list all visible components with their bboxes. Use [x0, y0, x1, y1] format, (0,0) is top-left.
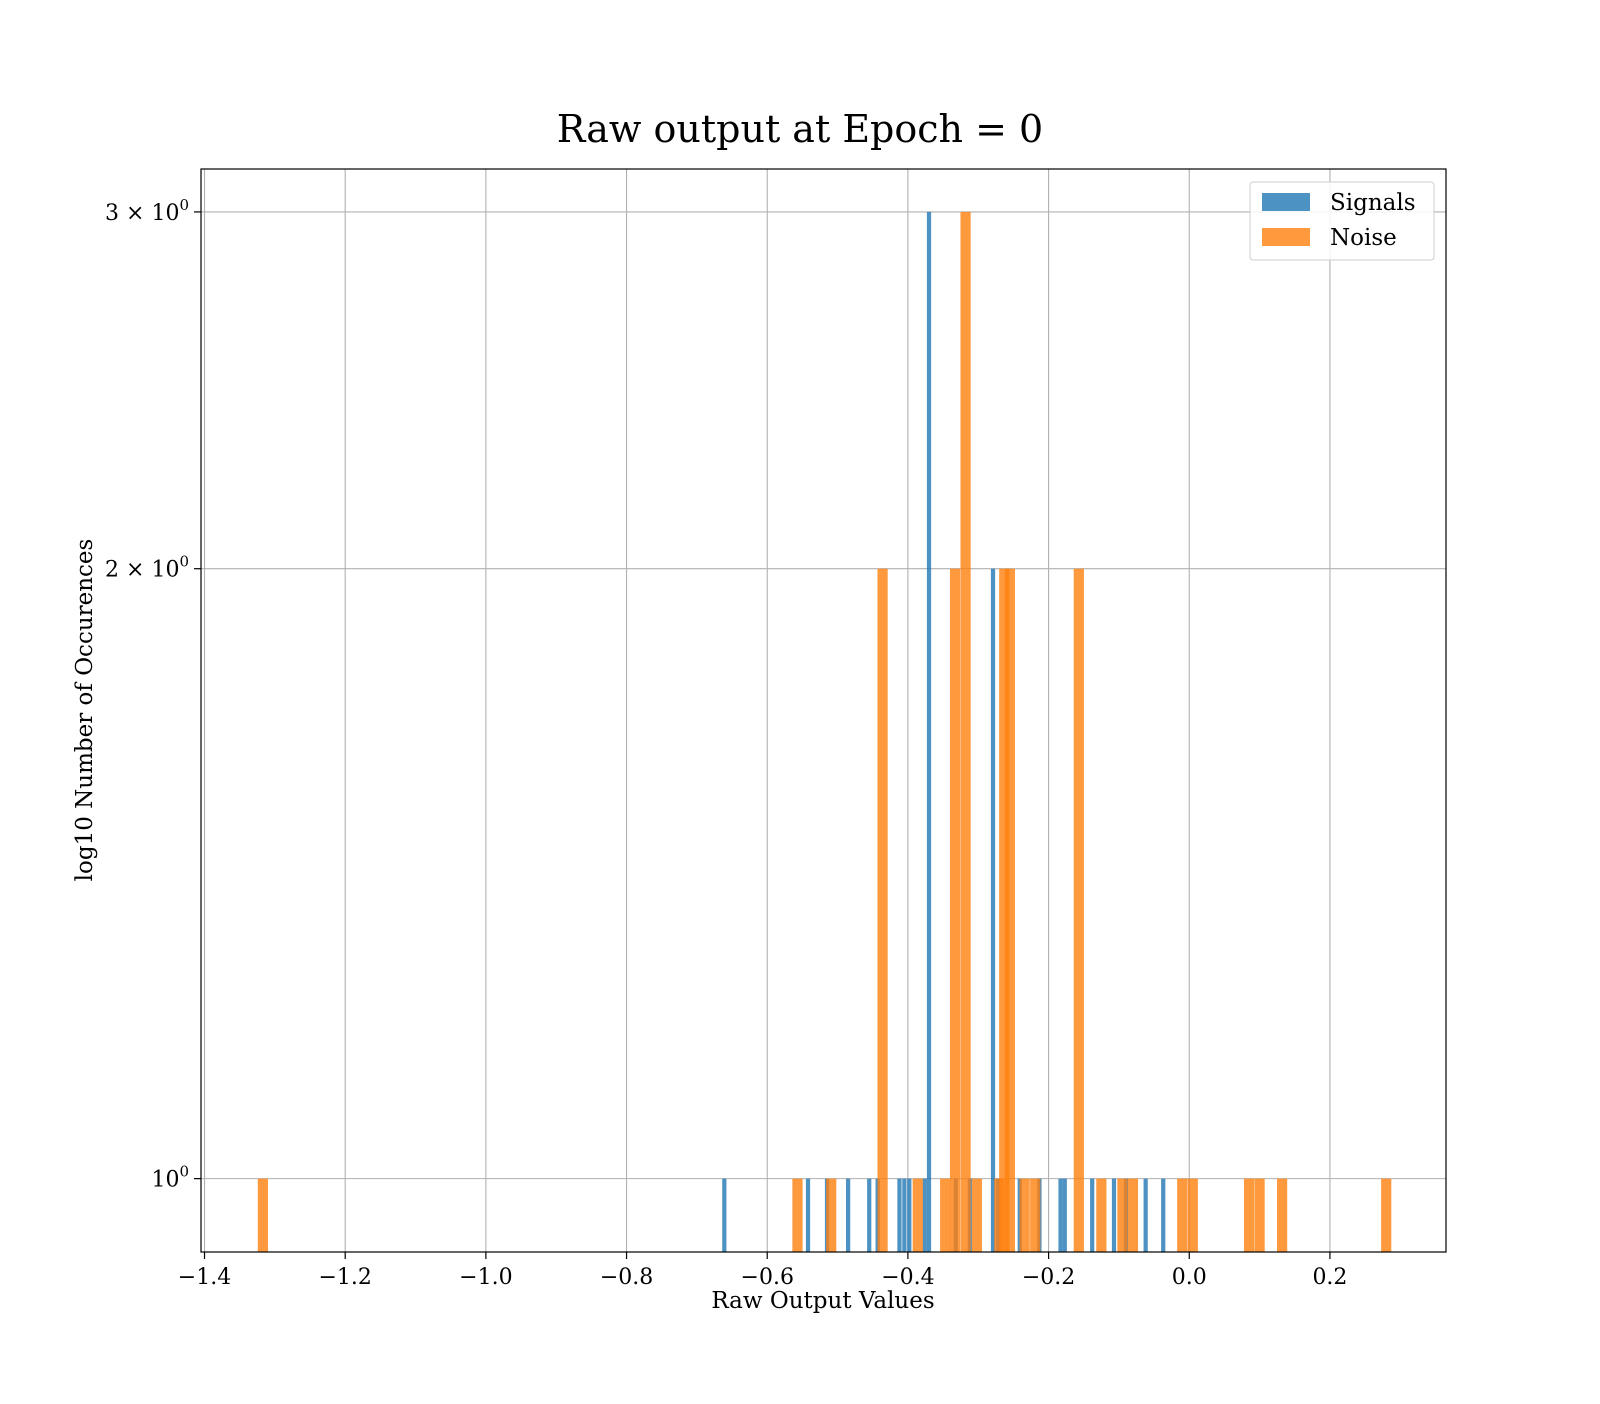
x-tick-label: 0.0	[1172, 1265, 1207, 1290]
x-tick-label: −0.4	[881, 1265, 934, 1290]
bar-noise	[1254, 1178, 1265, 1252]
bar-signals	[1090, 1178, 1095, 1252]
bar-noise	[1004, 568, 1015, 1252]
grid-lines	[201, 169, 1446, 1252]
bar-signals	[1143, 1178, 1148, 1252]
y-tick-base: 3 × 10	[105, 201, 179, 226]
bar-noise	[940, 1178, 951, 1252]
bar-signals	[1161, 1178, 1166, 1252]
x-tick-label: −1.2	[318, 1265, 371, 1290]
bar-noise	[826, 1178, 837, 1252]
bar-signals	[897, 1178, 902, 1252]
x-axis-label: Raw Output Values	[711, 1288, 934, 1314]
y-tick-base: 2 × 10	[105, 558, 179, 583]
legend-swatch-noise	[1262, 228, 1310, 246]
bar-noise	[1381, 1178, 1392, 1252]
bar-noise	[792, 1178, 803, 1252]
bar-noise	[877, 568, 888, 1252]
legend-label-signals: Signals	[1330, 190, 1416, 216]
bar-signals	[902, 1178, 907, 1252]
x-tick-label: −0.8	[600, 1265, 653, 1290]
legend-swatch-signals	[1262, 193, 1310, 211]
bar-noise	[1243, 1178, 1255, 1252]
x-tick-label: 0.2	[1312, 1265, 1347, 1290]
chart-title: Raw output at Epoch = 0	[557, 107, 1043, 151]
x-tick-label: −0.2	[1022, 1265, 1075, 1290]
bar-signals	[990, 568, 996, 1252]
bar-noise	[949, 568, 961, 1252]
bar-noise	[1117, 1178, 1128, 1252]
y-tick-exponent: 0	[179, 553, 189, 571]
bar-noise	[1277, 1178, 1288, 1252]
bar-noise	[971, 1178, 982, 1252]
bar-noise	[1096, 1178, 1107, 1252]
bars	[257, 211, 1392, 1253]
legend-label-noise: Noise	[1330, 225, 1397, 251]
bar-noise	[257, 1178, 268, 1252]
x-axis-ticks: −1.4 −1.2 −1.0 −0.8 −0.6 −0.4 −0.2 0.0 0.2	[178, 1252, 1347, 1290]
bar-signals	[907, 1178, 912, 1252]
bar-signals	[805, 1178, 811, 1252]
x-tick-label: −0.6	[741, 1265, 794, 1290]
bar-noise	[999, 568, 1010, 1252]
y-axis-label: log10 Number of Occurences	[72, 539, 98, 882]
y-tick-exponent: 0	[179, 1163, 189, 1181]
bar-signals	[722, 1178, 727, 1252]
bar-noise	[912, 1178, 923, 1252]
plot-frame	[200, 168, 1447, 1253]
bar-signals	[926, 211, 932, 1253]
bar-noise	[1127, 1178, 1139, 1252]
y-tick-base: 10	[151, 1168, 179, 1193]
y-tick-label: 3 × 100	[105, 196, 189, 226]
bar-signals	[1111, 1178, 1117, 1252]
y-tick-label: 2 × 100	[105, 553, 189, 583]
bar-signals	[1062, 1178, 1067, 1252]
bar-signals	[867, 1178, 872, 1252]
bar-noise	[1073, 568, 1084, 1252]
legend: Signals Noise	[1249, 181, 1435, 261]
x-tick-label: −1.4	[178, 1265, 231, 1290]
bar-noise	[1019, 1178, 1030, 1252]
bar-signals	[846, 1178, 851, 1252]
x-tick-label: −1.0	[459, 1265, 512, 1290]
bar-signals	[922, 1178, 927, 1252]
bar-noise	[1177, 1178, 1188, 1252]
bar-noise	[1187, 1178, 1198, 1252]
y-tick-exponent: 0	[179, 196, 189, 214]
bar-noise	[960, 211, 971, 1253]
y-tick-label: 100	[151, 1163, 189, 1193]
bar-noise	[1030, 1178, 1041, 1252]
bar-signals	[1058, 1178, 1063, 1252]
